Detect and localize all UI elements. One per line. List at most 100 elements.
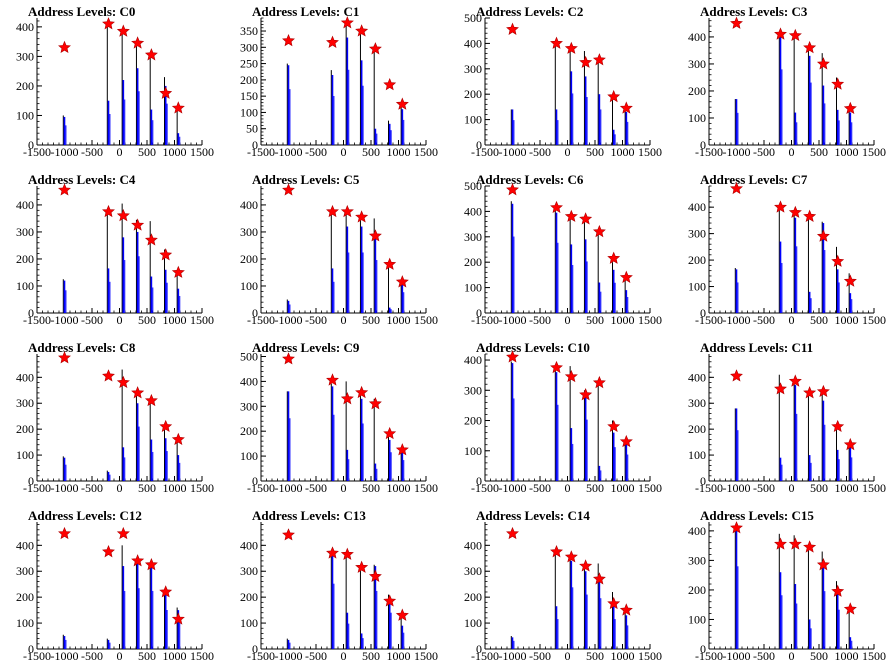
peak-star-marker <box>159 248 173 261</box>
peak-star-marker <box>843 101 857 115</box>
x-tick-label: 1500 <box>190 313 214 327</box>
peak-star-marker <box>102 204 115 218</box>
peak-star-marker <box>730 521 743 534</box>
x-tick-label: -1500 <box>247 313 275 327</box>
peak-star-marker <box>383 257 397 270</box>
x-tick-label: 500 <box>138 481 156 495</box>
chart-panel-3: Address Levels: C3 0 100 200 300 400 -1500 -100… <box>672 0 896 168</box>
peak-star-marker <box>579 388 593 401</box>
x-tick-label: 1000 <box>611 145 635 159</box>
x-tick-label: 500 <box>138 649 156 663</box>
x-tick-label: 1500 <box>414 145 438 159</box>
peak-star-marker <box>355 560 369 573</box>
y-tick-label: 200 <box>16 590 34 604</box>
peak-star-marker <box>355 210 369 223</box>
x-tick-label: 1500 <box>862 649 886 663</box>
peak-star-marker <box>282 183 295 196</box>
y-tick-label: 0 <box>28 642 34 656</box>
y-tick-label: 100 <box>464 113 482 127</box>
y-tick-label: 100 <box>240 616 258 630</box>
peak-star-marker <box>843 602 857 615</box>
chart-panel-7: Address Levels: C7 0 100 200 300 400 -1500 -100… <box>672 168 896 336</box>
peak-star-marker <box>326 35 339 48</box>
x-tick-label: -1000 <box>275 649 303 663</box>
peak-star-marker <box>831 584 845 597</box>
peak-star-marker <box>102 17 115 30</box>
x-tick-label: 0 <box>341 313 347 327</box>
x-tick-label: 1000 <box>611 649 635 663</box>
x-tick-label: -500 <box>305 649 327 663</box>
x-tick-label: 500 <box>586 481 604 495</box>
chart-title: Address Levels: C2 <box>476 4 584 19</box>
chart-title: Address Levels: C10 <box>476 340 590 355</box>
chart-panel-15: Address Levels: C15 0 100 200 300 400 -1500 -10… <box>672 504 896 672</box>
peak-star-marker <box>506 526 519 540</box>
peak-star-marker <box>788 28 802 42</box>
peak-star-marker <box>550 545 563 558</box>
y-tick-label: 100 <box>688 280 706 294</box>
x-tick-label: -1500 <box>471 649 499 663</box>
x-tick-label: 0 <box>117 145 123 159</box>
peak-star-marker <box>619 603 633 616</box>
x-tick-label: 1500 <box>414 313 438 327</box>
x-tick-label: -1000 <box>499 313 527 327</box>
y-tick-label: 0 <box>252 306 258 320</box>
y-tick-label: 300 <box>688 396 706 410</box>
peak-star-marker <box>774 382 787 395</box>
peak-star-marker <box>131 554 145 567</box>
y-tick-label: 300 <box>16 396 34 410</box>
x-tick-label: 1500 <box>414 649 438 663</box>
peak-star-marker <box>368 42 382 55</box>
x-tick-label: -1000 <box>275 481 303 495</box>
y-tick-label: 200 <box>688 583 706 597</box>
chart-svg: 0 100 200 300 400 -1500 -1000 -500 0 500 1000 1500 <box>16 351 214 495</box>
y-tick-label: 300 <box>240 399 258 413</box>
y-tick-label: 500 <box>464 179 482 193</box>
x-tick-label: 0 <box>565 145 571 159</box>
y-tick-label: 500 <box>240 349 258 363</box>
peak-star-marker <box>102 369 115 382</box>
peak-star-marker <box>506 22 519 35</box>
chart-svg: 0 100 200 300 400 -1500 -1000 -500 0 500 1000 1500 <box>16 17 214 159</box>
x-tick-label: 500 <box>362 145 380 159</box>
peak-star-marker <box>383 594 397 607</box>
chart-title: Address Levels: C14 <box>476 508 590 523</box>
peak-star-marker <box>831 254 845 267</box>
peak-star-marker <box>788 205 802 218</box>
peak-star-marker <box>816 558 830 571</box>
y-tick-label: 300 <box>240 564 258 578</box>
x-tick-label: 1000 <box>387 145 411 159</box>
y-tick-label: 200 <box>688 84 706 98</box>
chart-svg: 0 100 200 300 400 -1500 -1000 -500 0 500 1000 1500 <box>240 522 438 663</box>
y-tick-label: 100 <box>240 279 258 293</box>
peak-star-marker <box>368 569 382 582</box>
peak-star-marker <box>116 375 130 389</box>
x-tick-label: 500 <box>810 481 828 495</box>
peak-star-marker <box>730 16 743 29</box>
peak-star-marker <box>355 24 369 37</box>
x-tick-label: 0 <box>341 145 347 159</box>
y-tick-label: 200 <box>240 590 258 604</box>
peak-star-marker <box>831 419 845 433</box>
x-tick-label: 1500 <box>190 145 214 159</box>
y-tick-label: 0 <box>700 474 706 488</box>
x-tick-label: 1000 <box>835 145 859 159</box>
peak-star-marker <box>816 384 830 398</box>
chart-svg: 0 100 200 300 400 500 -1500 -1000 -500 0 500 1000 15… <box>464 179 662 327</box>
y-tick-label: 300 <box>464 564 482 578</box>
y-tick-label: 0 <box>252 474 258 488</box>
x-tick-label: 1000 <box>611 313 635 327</box>
y-tick-label: 200 <box>688 253 706 267</box>
chart-title: Address Levels: C8 <box>28 340 136 355</box>
chart-panel-6: Address Levels: C6 0 100 200 300 400 500 -1500-… <box>448 168 672 336</box>
peak-star-marker <box>564 369 578 383</box>
x-tick-label: -500 <box>529 145 551 159</box>
x-tick-label: 0 <box>789 649 795 663</box>
y-tick-label: 100 <box>464 281 482 295</box>
peak-star-marker <box>282 352 295 365</box>
peak-star-marker <box>607 89 621 103</box>
y-tick-label: 100 <box>464 444 482 458</box>
x-tick-label: -500 <box>529 481 551 495</box>
y-tick-label: 400 <box>240 538 258 552</box>
